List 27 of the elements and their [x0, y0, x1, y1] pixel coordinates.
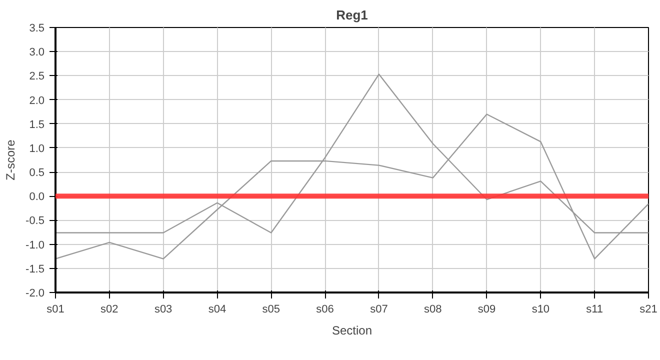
y-axis-title: Z-score — [4, 139, 18, 180]
x-tick-label: s01 — [46, 304, 64, 316]
y-tick-label: -1.5 — [26, 263, 45, 276]
x-tick-label: s11 — [586, 304, 604, 316]
y-tick-label: 3.5 — [29, 22, 45, 34]
y-tick-label: 2.5 — [29, 70, 45, 83]
y-tick-label: 2.0 — [29, 94, 45, 107]
y-tick-label: 1.0 — [29, 142, 45, 155]
x-tick-label: s04 — [208, 304, 226, 316]
y-tick-label: -1.0 — [26, 239, 45, 252]
x-axis-title: Section — [332, 324, 372, 338]
x-tick-label: s09 — [478, 304, 496, 316]
x-tick-label: s10 — [532, 304, 550, 316]
y-tick-label: 0.0 — [29, 191, 45, 204]
x-tick-label: s03 — [154, 304, 172, 316]
y-tick-label: 1.5 — [29, 118, 45, 131]
y-tick-label: -2.0 — [26, 288, 45, 300]
x-tick-label: s21 — [640, 304, 658, 316]
y-tick-label: 3.0 — [29, 46, 45, 59]
x-tick-label: s05 — [262, 304, 280, 316]
y-tick-label: 0.5 — [29, 167, 45, 180]
x-tick-label: s06 — [316, 304, 334, 316]
x-tick-label: s02 — [100, 304, 118, 316]
x-tick-label: s07 — [370, 304, 388, 316]
chart-title: Reg1 — [336, 8, 368, 22]
y-tick-label: -0.5 — [26, 215, 45, 228]
x-tick-label: s08 — [424, 304, 442, 316]
